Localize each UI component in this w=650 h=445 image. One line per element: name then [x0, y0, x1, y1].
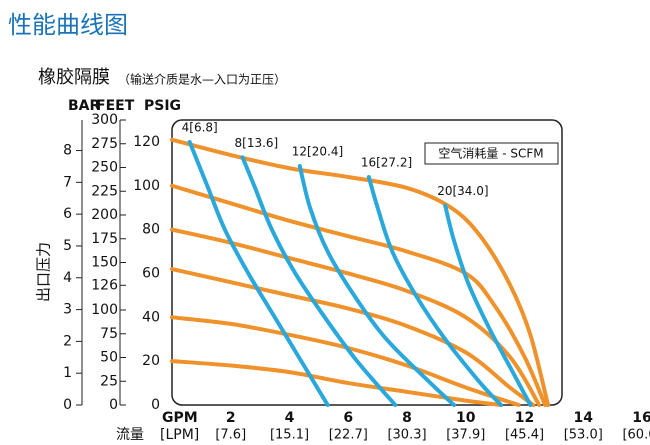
- x2-tick-label: [53.0]: [564, 428, 603, 443]
- x2-tick-label: [30.3]: [387, 428, 426, 443]
- x-tick-label: 2: [226, 410, 236, 426]
- series-line: [187, 139, 330, 407]
- x-tick-label: 6: [343, 410, 353, 426]
- series-line: [170, 267, 536, 407]
- series-label: 20[34.0]: [437, 184, 488, 198]
- y-tick-label: 80: [142, 222, 160, 238]
- feet-tick-label: 175: [91, 231, 118, 247]
- feet-tick-label: 225: [91, 183, 118, 199]
- y-tick-label: 0: [151, 397, 160, 413]
- y-tick-label: 40: [142, 309, 160, 325]
- bar-tick-label: 4: [63, 270, 72, 286]
- series-line: [170, 137, 550, 407]
- feet-tick-label: 275: [91, 136, 118, 152]
- feet-tick-label: 200: [91, 207, 118, 223]
- x-axis-title: GPM: [162, 410, 198, 426]
- series-label: 8[13.6]: [235, 136, 279, 150]
- x2-axis-title: 流量: [116, 427, 144, 443]
- x-tick-label: 14: [574, 410, 594, 426]
- series-label: 4[6.8]: [182, 120, 218, 134]
- feet-tick-label: 100: [91, 302, 118, 318]
- series-line: [170, 359, 503, 407]
- y-tick-label: 20: [142, 353, 160, 369]
- plot-frame: [171, 119, 563, 406]
- x-tick-label: 10: [456, 410, 476, 426]
- feet-axis-title: FEET: [96, 98, 135, 114]
- series-line: [170, 315, 521, 407]
- series-line: [443, 203, 533, 407]
- series-line: [366, 175, 503, 407]
- feet-tick-label: 0: [109, 397, 118, 413]
- bar-tick-label: 6: [63, 206, 72, 222]
- bar-tick-label: 8: [63, 143, 72, 159]
- feet-tick-label: 50: [100, 350, 118, 366]
- x2-tick-label: [60.6]: [622, 428, 650, 443]
- x2-tick-label: [45.4]: [505, 428, 544, 443]
- y-tick-label: 100: [133, 178, 160, 194]
- bar-tick-label: 2: [63, 333, 72, 349]
- feet-tick-label: 25: [100, 373, 118, 389]
- subtitle: 橡胶隔膜: [38, 67, 110, 88]
- series-line: [240, 155, 398, 407]
- subtitle-note: （输送介质是水—入口为正压）: [118, 72, 286, 87]
- x2-tick-label: [22.7]: [329, 428, 368, 443]
- x-tick-label: 4: [285, 410, 295, 426]
- bar-tick-label: 0: [63, 397, 72, 413]
- x-tick-label: 16: [632, 410, 650, 426]
- series-line: [170, 227, 542, 407]
- series-label: 12[20.4]: [292, 145, 343, 159]
- x2-tick-label: [7.6]: [215, 428, 246, 443]
- x2-axis-unit: [LPM]: [160, 427, 199, 443]
- bar-axis-title: BAR: [68, 98, 101, 114]
- feet-tick-label: 250: [91, 160, 118, 176]
- series-line: [170, 183, 548, 407]
- feet-tick-label: 150: [91, 255, 118, 271]
- bar-tick-label: 5: [63, 238, 72, 254]
- bar-tick-label: 7: [63, 174, 72, 190]
- x2-tick-label: [37.9]: [446, 428, 485, 443]
- chart-title: 性能曲线图: [8, 11, 128, 39]
- x2-tick-label: [15.1]: [270, 428, 309, 443]
- annotation-box: [424, 142, 559, 165]
- feet-tick-label: 75: [100, 326, 118, 342]
- y-tick-label: 120: [133, 134, 160, 150]
- psig-axis-title: PSIG: [144, 98, 181, 114]
- series-label: 16[27.2]: [361, 156, 412, 170]
- y-tick-label: 60: [142, 265, 160, 281]
- bar-tick-label: 3: [63, 302, 72, 318]
- series-line: [297, 164, 456, 407]
- y-axis-title: 出口压力: [35, 242, 53, 302]
- feet-tick-label: 300: [91, 112, 118, 128]
- feet-tick-label: 126: [91, 277, 118, 293]
- x-tick-label: 8: [402, 410, 412, 426]
- annotation: 空气消耗量 - SCFM: [438, 146, 543, 161]
- bar-tick-label: 1: [63, 365, 72, 381]
- x-tick-label: 12: [515, 410, 534, 426]
